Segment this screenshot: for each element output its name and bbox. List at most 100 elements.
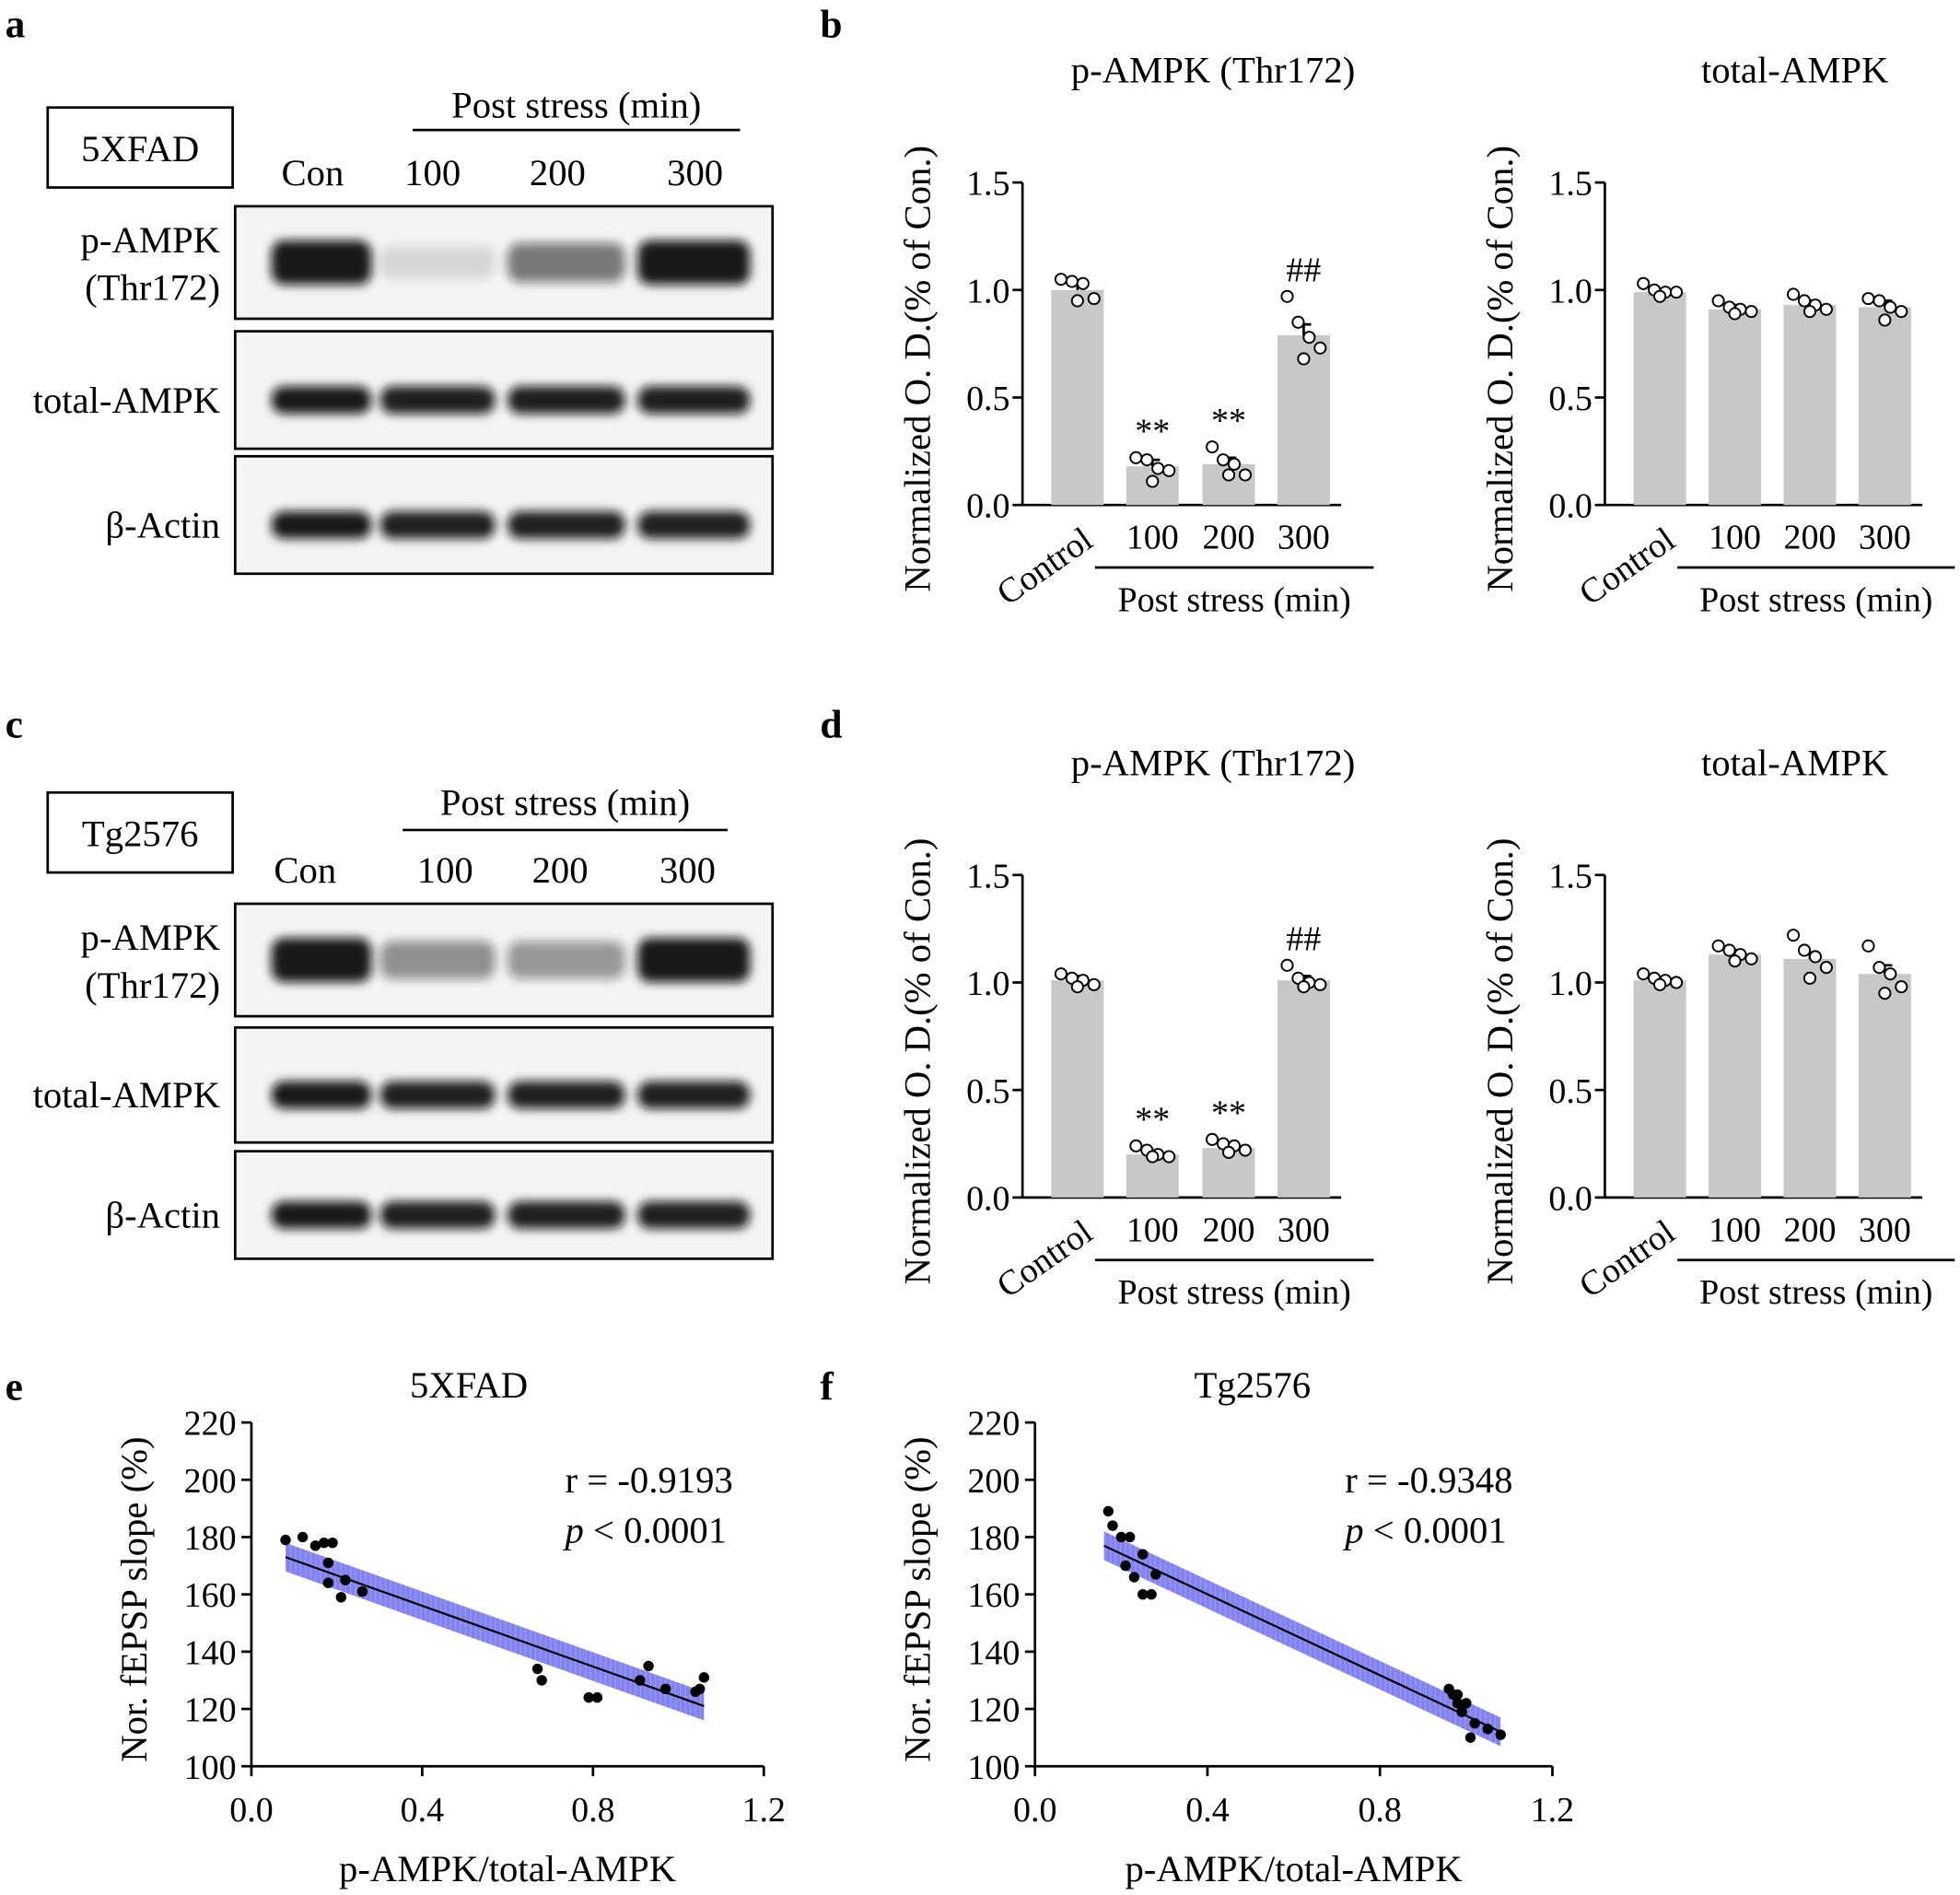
protein-band — [271, 1081, 372, 1109]
blot-row-label: β-Actin — [105, 504, 220, 545]
data-point — [335, 1592, 347, 1603]
panel-label-e: e — [6, 1365, 23, 1410]
protein-band — [508, 941, 625, 979]
category-label: 200 — [1783, 1211, 1836, 1249]
y-tick-label: 140 — [184, 1633, 237, 1672]
scatter-plots: 5XFAD 100 120 140 160 180 200 220 0.0 0.4 0.8 1.2 p-… — [113, 1364, 1574, 1889]
y-tick-label: 0.5 — [966, 1072, 1009, 1111]
y-tick-label: 160 — [967, 1576, 1020, 1615]
protein-band — [379, 1200, 496, 1229]
y-tick-label: 0.5 — [966, 380, 1009, 418]
data-point — [1872, 961, 1886, 975]
data-point — [309, 1540, 321, 1551]
protein-band — [271, 240, 372, 286]
protein-band — [271, 510, 372, 539]
blot-row-label: β-Actin — [105, 1194, 220, 1235]
x-axis-label: p-AMPK/total-AMPK — [339, 1848, 676, 1889]
data-point — [1138, 1588, 1149, 1600]
data-point — [1637, 276, 1651, 290]
protein-band — [637, 510, 751, 539]
data-point — [1744, 305, 1758, 319]
group-label: Post stress (min) — [1117, 1273, 1350, 1312]
blot-row-label: p-AMPK — [81, 917, 220, 958]
data-point — [1221, 468, 1236, 482]
data-point — [1637, 967, 1651, 981]
data-point — [1054, 273, 1068, 287]
data-point — [1070, 294, 1084, 308]
x-tick-label: 0.8 — [571, 1791, 614, 1830]
scatter-chart-1: 5XFAD 100 120 140 160 180 200 220 0.0 0.4 0.8 1.2 p-… — [113, 1364, 786, 1889]
data-point — [1711, 939, 1725, 953]
lane-label: 200 — [532, 849, 589, 891]
data-point — [1313, 977, 1327, 991]
regression-line — [1103, 1544, 1501, 1733]
y-axis-label: Nor. fEPSP slope (%) — [113, 1436, 155, 1761]
x-tick-label: 1.2 — [742, 1791, 786, 1830]
protein-band — [379, 1081, 496, 1109]
data-point — [1054, 967, 1068, 981]
protein-band — [637, 937, 751, 983]
y-tick-label: 160 — [184, 1576, 237, 1615]
protein-band — [508, 1200, 625, 1229]
data-point — [1797, 943, 1812, 957]
y-tick-label: 0.0 — [966, 1179, 1009, 1218]
group-label: Post stress (min) — [1117, 581, 1350, 620]
y-axis-label: Normalized O. D.(% of Con.) — [1479, 146, 1521, 592]
y-axis-label: Nor. fEPSP slope (%) — [897, 1436, 939, 1761]
category-label: Control — [1572, 521, 1682, 614]
chart-title: total-AMPK — [1701, 742, 1888, 783]
y-tick-label: 1.5 — [1548, 165, 1592, 204]
protein-band — [508, 1081, 625, 1109]
blot-header: Post stress (min) — [451, 85, 701, 126]
data-point — [1895, 305, 1908, 319]
data-point — [1884, 300, 1897, 314]
model-label: Tg2576 — [82, 813, 199, 855]
data-point — [1861, 939, 1875, 953]
y-tick-label: 1.0 — [966, 965, 1009, 1003]
data-point — [643, 1660, 654, 1672]
category-label: 300 — [1859, 519, 1911, 557]
x-tick-label: 0.0 — [229, 1791, 273, 1830]
data-point — [1150, 1569, 1161, 1580]
data-point — [1797, 294, 1812, 308]
panel-label-d: d — [820, 703, 842, 747]
bar — [1051, 980, 1104, 1198]
data-point — [297, 1531, 309, 1543]
protein-band — [271, 386, 372, 415]
data-point — [1495, 1729, 1506, 1740]
significance-marker: ** — [1211, 402, 1246, 440]
bar — [1858, 974, 1911, 1198]
bar-chart-2: total-AMPK 0.0 0.5 1.0 1.5 Normalized O. D.(%… — [1479, 50, 1955, 620]
category-label: 100 — [1126, 1211, 1179, 1249]
data-point — [1162, 1150, 1176, 1164]
data-point — [536, 1675, 547, 1686]
y-tick-label: 200 — [967, 1462, 1020, 1501]
data-point — [1711, 294, 1725, 308]
y-tick-label: 1.5 — [966, 857, 1009, 895]
data-point — [1669, 976, 1684, 989]
data-point — [1128, 1572, 1140, 1583]
lane-label: Con — [274, 849, 336, 891]
blot-5xfad: 5XFAD Post stress (min) Con 100 200 300 p-AMPK… — [33, 85, 775, 576]
y-tick-label: 0.0 — [966, 487, 1009, 526]
data-point — [1129, 1139, 1143, 1152]
category-label: 100 — [1709, 519, 1761, 557]
data-point — [591, 1691, 603, 1703]
bar — [1709, 309, 1762, 506]
data-point — [1861, 292, 1875, 306]
group-label: Post stress (min) — [1699, 1273, 1932, 1312]
data-point — [322, 1557, 334, 1569]
data-point — [1653, 289, 1667, 303]
significance-marker: ** — [1211, 1094, 1246, 1133]
chart-title: 5XFAD — [410, 1364, 528, 1406]
data-point — [1107, 1520, 1118, 1531]
data-point — [1728, 954, 1742, 968]
lane-label: 100 — [417, 849, 473, 891]
protein-band — [637, 240, 751, 286]
data-point — [1151, 462, 1165, 475]
blot-row-label: (Thr172) — [85, 965, 220, 1006]
protein-band — [637, 1200, 751, 1229]
model-label: 5XFAD — [81, 128, 199, 170]
y-axis-label: Normalized O. D.(% of Con.) — [1479, 838, 1521, 1285]
